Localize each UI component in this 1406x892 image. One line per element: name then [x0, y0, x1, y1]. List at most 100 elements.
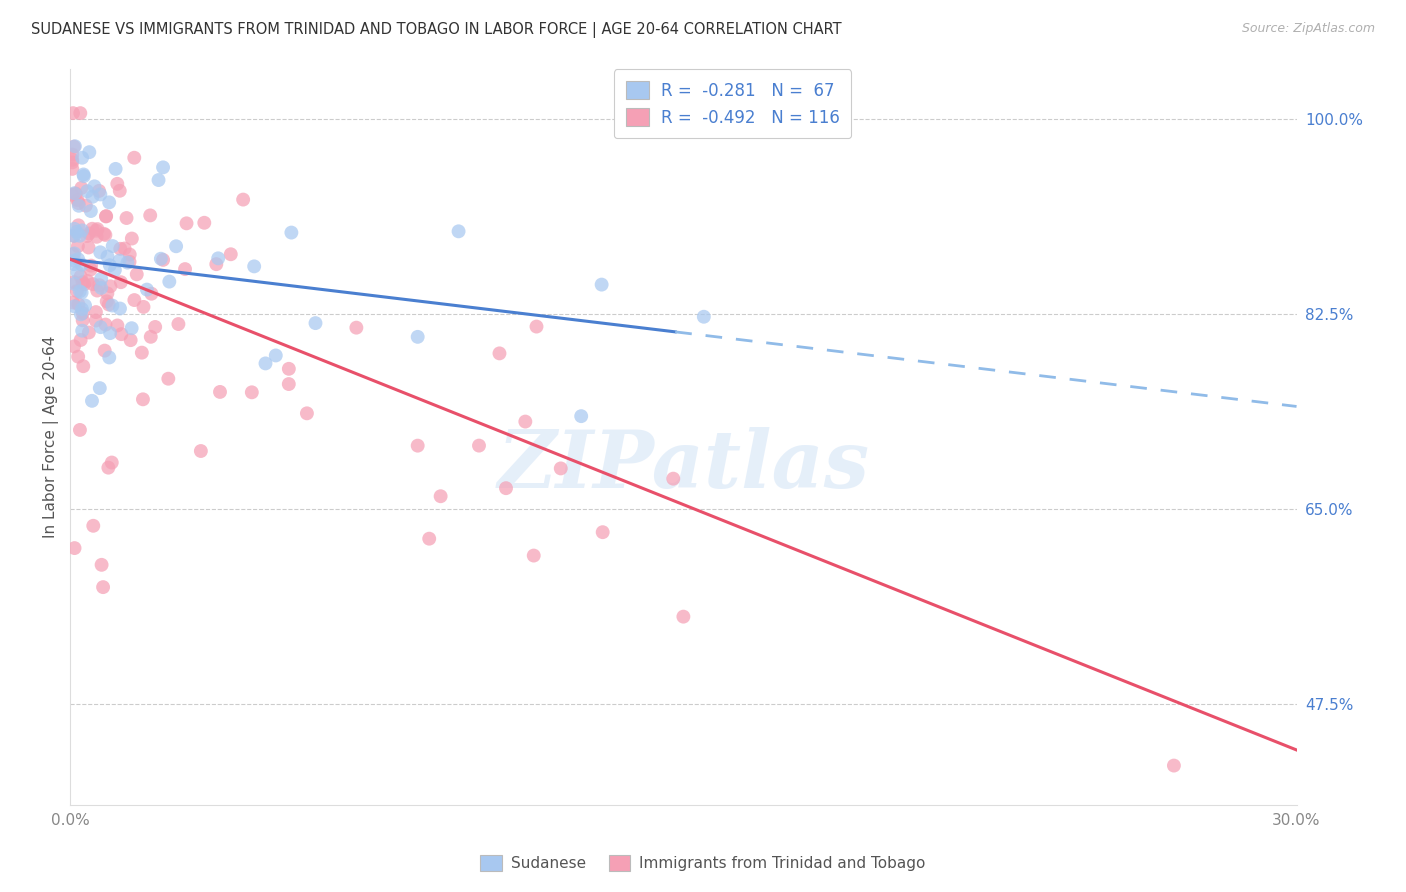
Text: SUDANESE VS IMMIGRANTS FROM TRINIDAD AND TOBAGO IN LABOR FORCE | AGE 20-64 CORRE: SUDANESE VS IMMIGRANTS FROM TRINIDAD AND… — [31, 22, 842, 38]
Point — [90, 281, 112, 295]
Point — [447, 224, 470, 238]
Point — [152, 161, 174, 175]
Point — [304, 316, 326, 330]
Point — [70, 324, 93, 338]
Point — [63, 246, 86, 260]
Point — [344, 320, 367, 334]
Point — [110, 275, 132, 289]
Point — [76, 274, 98, 288]
Point — [63, 228, 86, 243]
Text: ZIPatlas: ZIPatlas — [498, 427, 869, 505]
Point — [107, 318, 129, 333]
Point — [98, 258, 121, 272]
Point — [65, 186, 87, 201]
Point — [429, 489, 451, 503]
Point — [264, 348, 287, 362]
Point — [105, 177, 128, 191]
Point — [66, 284, 89, 298]
Point — [90, 320, 112, 334]
Point — [118, 254, 141, 268]
Point — [232, 193, 254, 207]
Point — [82, 190, 104, 204]
Point — [63, 222, 86, 236]
Point — [91, 580, 114, 594]
Point — [72, 275, 94, 289]
Point — [96, 294, 118, 309]
Point — [672, 609, 695, 624]
Point — [67, 350, 90, 364]
Point — [70, 307, 93, 321]
Point — [94, 318, 117, 332]
Point — [104, 161, 127, 176]
Point — [89, 278, 111, 293]
Point — [83, 179, 105, 194]
Point — [277, 361, 299, 376]
Point — [515, 415, 537, 429]
Point — [82, 277, 104, 292]
Point — [131, 345, 153, 359]
Point — [280, 226, 302, 240]
Point — [136, 283, 159, 297]
Point — [141, 286, 163, 301]
Point — [97, 460, 120, 475]
Point — [662, 472, 685, 486]
Point — [75, 198, 97, 212]
Point — [79, 145, 101, 160]
Point — [205, 257, 228, 271]
Point — [67, 219, 90, 233]
Point — [117, 255, 139, 269]
Point — [98, 351, 121, 365]
Point — [70, 151, 93, 165]
Point — [80, 204, 103, 219]
Point — [70, 181, 93, 195]
Point — [77, 326, 100, 340]
Legend: R =  -0.281   N =  67, R =  -0.492   N = 116: R = -0.281 N = 67, R = -0.492 N = 116 — [614, 70, 851, 138]
Point — [165, 239, 187, 253]
Point — [125, 268, 148, 282]
Point — [63, 339, 86, 353]
Point — [82, 221, 104, 235]
Point — [110, 242, 132, 256]
Point — [66, 239, 89, 253]
Point — [86, 222, 108, 236]
Point — [96, 286, 118, 301]
Point — [96, 250, 118, 264]
Point — [96, 209, 118, 223]
Point — [86, 229, 108, 244]
Point — [122, 151, 145, 165]
Point — [77, 227, 100, 241]
Point — [219, 247, 242, 261]
Point — [523, 549, 546, 563]
Point — [67, 196, 90, 211]
Point — [495, 481, 517, 495]
Point — [90, 558, 112, 572]
Point — [84, 305, 107, 319]
Point — [101, 299, 124, 313]
Point — [110, 327, 132, 342]
Point — [97, 297, 120, 311]
Point — [73, 277, 96, 292]
Point — [89, 187, 111, 202]
Text: Source: ZipAtlas.com: Source: ZipAtlas.com — [1241, 22, 1375, 36]
Point — [406, 439, 429, 453]
Point — [87, 184, 110, 198]
Point — [243, 260, 266, 274]
Point — [104, 263, 127, 277]
Point — [176, 216, 198, 230]
Point — [60, 187, 83, 202]
Point — [132, 300, 155, 314]
Point — [132, 392, 155, 407]
Point — [90, 272, 112, 286]
Point — [569, 409, 592, 424]
Point — [114, 242, 136, 256]
Point — [76, 184, 98, 198]
Point — [101, 239, 124, 253]
Point — [76, 229, 98, 244]
Point — [69, 106, 91, 120]
Point — [526, 319, 548, 334]
Point — [63, 277, 86, 291]
Legend: Sudanese, Immigrants from Trinidad and Tobago: Sudanese, Immigrants from Trinidad and T… — [474, 849, 932, 877]
Point — [143, 320, 166, 334]
Point — [77, 240, 100, 254]
Point — [60, 161, 83, 176]
